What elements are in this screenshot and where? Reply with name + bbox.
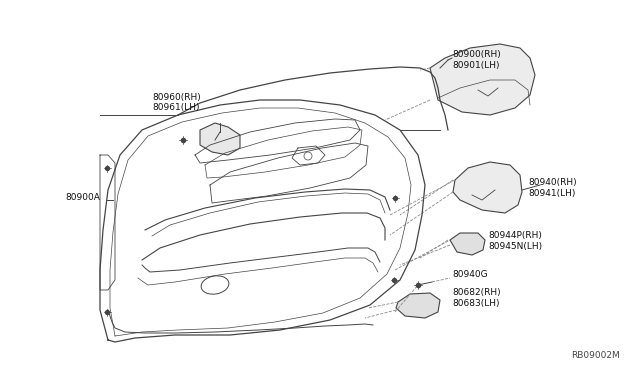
Text: 80961(LH): 80961(LH) (152, 103, 200, 112)
Text: 80944P(RH): 80944P(RH) (488, 231, 542, 240)
Text: 80900A: 80900A (65, 193, 100, 202)
Polygon shape (453, 162, 522, 213)
Text: 80901(LH): 80901(LH) (452, 61, 499, 70)
Text: 80682(RH): 80682(RH) (452, 288, 500, 297)
Polygon shape (450, 233, 485, 255)
Text: 80940(RH): 80940(RH) (528, 178, 577, 187)
Polygon shape (430, 44, 535, 115)
Polygon shape (396, 293, 440, 318)
Text: 80683(LH): 80683(LH) (452, 299, 499, 308)
Text: 80900(RH): 80900(RH) (452, 50, 500, 59)
Text: RB09002M: RB09002M (572, 351, 620, 360)
Text: 80940G: 80940G (452, 270, 488, 279)
Text: 80945N(LH): 80945N(LH) (488, 242, 542, 251)
Polygon shape (200, 123, 240, 155)
Text: 80941(LH): 80941(LH) (528, 189, 575, 198)
Text: 80960(RH): 80960(RH) (152, 93, 201, 102)
